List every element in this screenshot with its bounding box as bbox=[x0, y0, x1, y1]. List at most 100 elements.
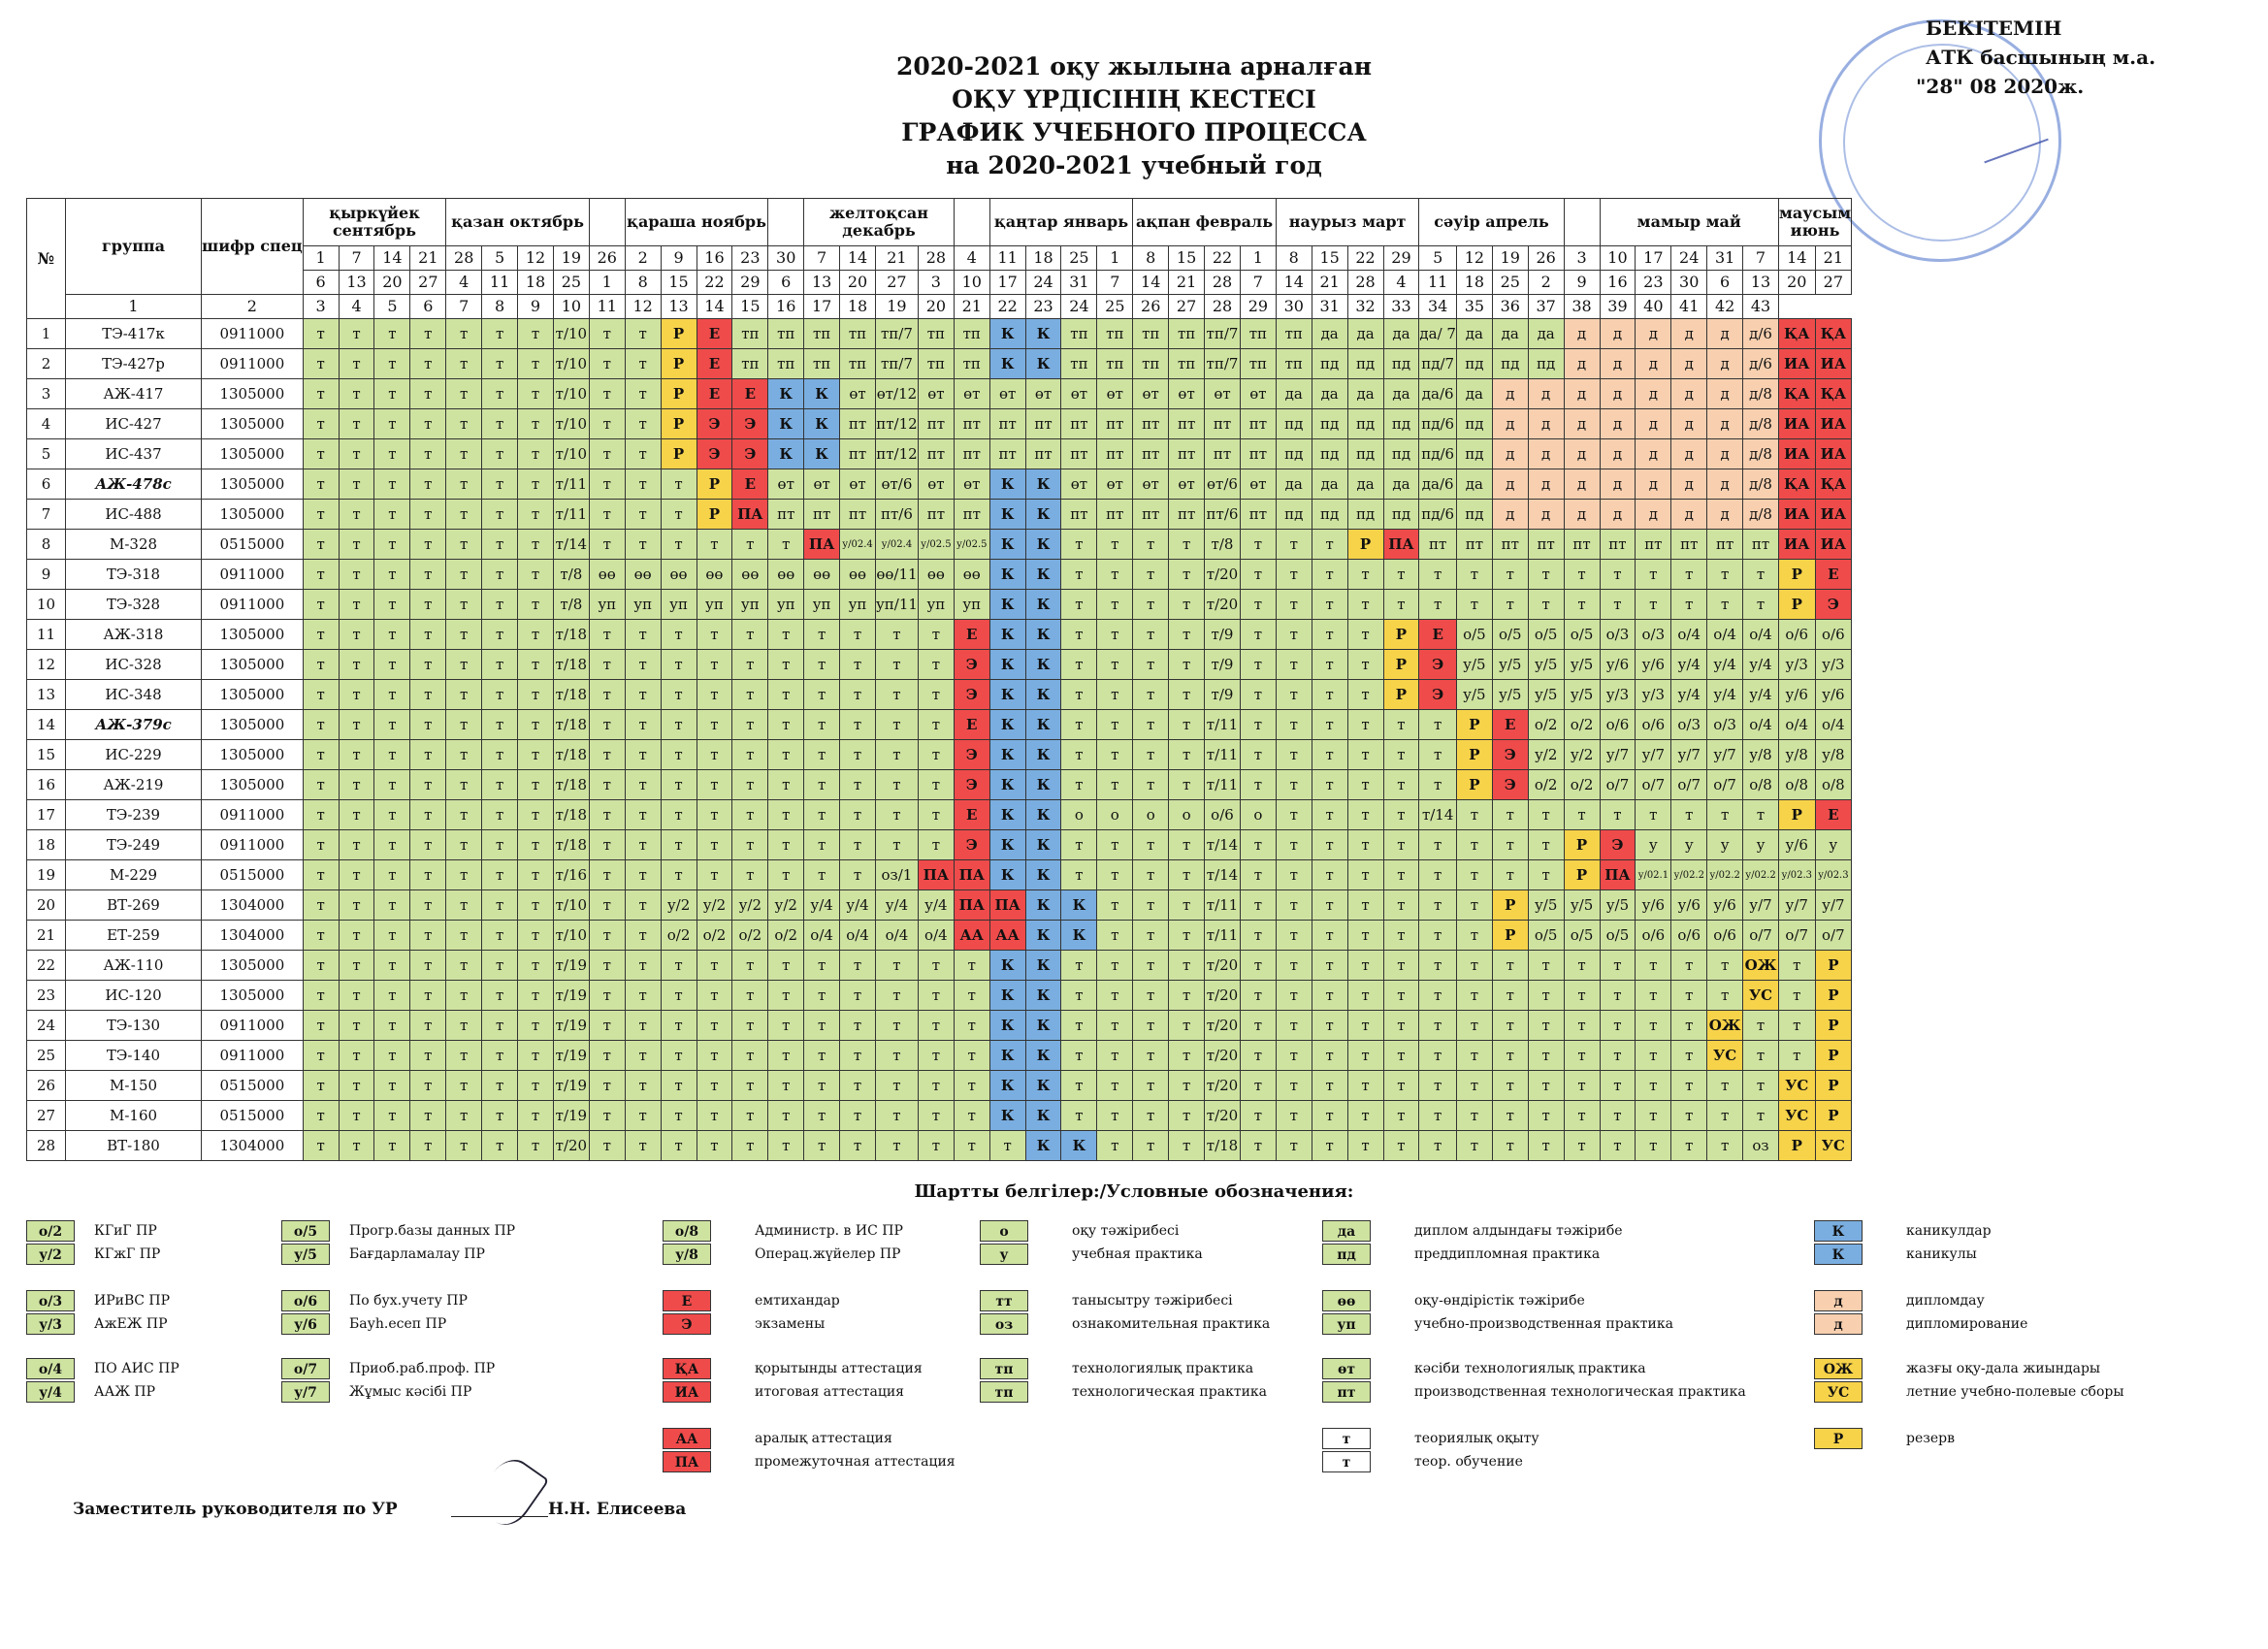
schedule-cell: Р bbox=[1777, 799, 1816, 830]
schedule-cell: т bbox=[1168, 649, 1206, 680]
schedule-cell: т bbox=[731, 1130, 769, 1161]
schedule-cell: т bbox=[302, 1100, 340, 1131]
schedule-cell: т bbox=[409, 1040, 447, 1071]
schedule-cell: Р bbox=[1814, 950, 1853, 981]
schedule-cell: т bbox=[338, 649, 375, 680]
row-code: 1305000 bbox=[201, 980, 304, 1011]
week-number: 23 bbox=[1024, 294, 1062, 319]
row-number: 3 bbox=[26, 378, 66, 409]
schedule-cell: т bbox=[803, 619, 841, 650]
schedule-cell: т bbox=[1168, 619, 1206, 650]
schedule-cell: К bbox=[803, 438, 841, 469]
schedule-cell: пт bbox=[1096, 499, 1134, 530]
schedule-cell: т bbox=[373, 559, 411, 590]
schedule-cell: т bbox=[1132, 980, 1170, 1011]
schedule-cell: өт bbox=[1239, 378, 1277, 409]
schedule-cell: К bbox=[988, 709, 1026, 740]
schedule-cell: ҚА bbox=[1777, 318, 1816, 349]
schedule-cell: т bbox=[481, 1010, 519, 1041]
schedule-cell: у/02.1 bbox=[1635, 859, 1672, 890]
schedule-cell: т bbox=[481, 679, 519, 710]
schedule-cell: у/6 bbox=[1777, 829, 1816, 860]
schedule-cell: Э bbox=[1599, 829, 1636, 860]
legend-label: оқу тәжірибесі bbox=[1072, 1223, 1180, 1239]
schedule-cell: о/2 bbox=[660, 920, 697, 951]
schedule-cell: т bbox=[1742, 799, 1779, 830]
schedule-cell: т bbox=[1132, 829, 1170, 860]
schedule-cell: т bbox=[1418, 1100, 1457, 1131]
schedule-cell: о/7 bbox=[1706, 769, 1744, 800]
schedule-cell: т bbox=[1382, 1040, 1420, 1071]
schedule-cell: т bbox=[767, 649, 805, 680]
schedule-cell: Э bbox=[1418, 649, 1457, 680]
legend-label: экзамены bbox=[755, 1316, 826, 1332]
legend-swatch: о/6 bbox=[281, 1290, 330, 1311]
schedule-cell: т bbox=[1096, 920, 1134, 951]
schedule-cell: да bbox=[1382, 378, 1420, 409]
schedule-cell: т bbox=[445, 950, 483, 981]
schedule-cell: т bbox=[1096, 559, 1134, 590]
schedule-cell: уп bbox=[588, 589, 626, 620]
schedule-cell: К bbox=[1024, 1040, 1062, 1071]
week-start-day: 12 bbox=[1455, 245, 1493, 271]
schedule-cell: д bbox=[1527, 438, 1565, 469]
schedule-cell: т bbox=[517, 1040, 554, 1071]
schedule-cell: К bbox=[988, 950, 1026, 981]
schedule-cell: т bbox=[917, 769, 955, 800]
schedule-cell: т bbox=[1382, 920, 1420, 951]
schedule-cell: т bbox=[1527, 1130, 1565, 1161]
schedule-cell: т/9 bbox=[1204, 649, 1241, 680]
schedule-cell: т/11 bbox=[552, 469, 590, 500]
schedule-cell: т bbox=[373, 889, 411, 921]
schedule-cell: т bbox=[1346, 859, 1384, 890]
schedule-cell: т bbox=[731, 529, 769, 560]
schedule-cell: Э bbox=[1418, 679, 1457, 710]
legend-title: Шартты белгілер:/Условные обозначения: bbox=[914, 1181, 1354, 1202]
schedule-cell: ҚА bbox=[1777, 378, 1816, 409]
schedule-cell: т bbox=[839, 980, 876, 1011]
schedule-cell: К bbox=[988, 318, 1026, 349]
schedule-cell: т/14 bbox=[552, 529, 590, 560]
schedule-cell: т bbox=[1168, 1010, 1206, 1041]
schedule-cell: т bbox=[696, 980, 733, 1011]
schedule-cell: т bbox=[731, 739, 769, 770]
schedule-cell: т bbox=[1777, 1010, 1816, 1041]
legend-label: учебная практика bbox=[1072, 1246, 1203, 1262]
week-number: 35 bbox=[1455, 294, 1493, 319]
schedule-cell: т bbox=[874, 1130, 919, 1161]
schedule-cell: у/7 bbox=[1599, 739, 1636, 770]
schedule-cell: т bbox=[874, 829, 919, 860]
schedule-cell: К bbox=[988, 1040, 1026, 1071]
schedule-cell: т bbox=[1239, 559, 1277, 590]
schedule-cell: о/5 bbox=[1455, 619, 1493, 650]
schedule-cell: пт bbox=[1096, 408, 1134, 439]
schedule-cell: өө bbox=[588, 559, 626, 590]
schedule-cell: пд/6 bbox=[1418, 408, 1457, 439]
schedule-cell: д bbox=[1491, 378, 1529, 409]
schedule-cell: пт bbox=[988, 408, 1026, 439]
schedule-cell: пд bbox=[1527, 348, 1565, 379]
schedule-cell: о/5 bbox=[1599, 920, 1636, 951]
schedule-cell: т bbox=[1346, 920, 1384, 951]
schedule-cell: Р bbox=[1563, 859, 1601, 890]
approval-block: БЕКІТЕМІН АТК басшының м.а. "28" 08 2020… bbox=[1916, 14, 2155, 101]
week-number: 2 bbox=[201, 294, 304, 319]
week-number: 41 bbox=[1670, 294, 1708, 319]
schedule-cell: т bbox=[302, 619, 340, 650]
schedule-cell: т bbox=[874, 679, 919, 710]
schedule-cell: өө bbox=[767, 559, 805, 590]
schedule-cell: т bbox=[517, 829, 554, 860]
schedule-cell: т bbox=[373, 1040, 411, 1071]
schedule-cell: т bbox=[731, 1010, 769, 1041]
schedule-cell: т bbox=[1168, 709, 1206, 740]
legend-swatch: о/4 bbox=[26, 1358, 75, 1379]
schedule-cell: т bbox=[917, 799, 955, 830]
schedule-cell: т bbox=[1706, 1130, 1744, 1161]
schedule-cell: т/16 bbox=[552, 859, 590, 890]
schedule-cell: т/19 bbox=[552, 1100, 590, 1131]
schedule-cell: УС bbox=[1742, 980, 1779, 1011]
schedule-cell: т bbox=[588, 408, 626, 439]
row-code: 1305000 bbox=[201, 709, 304, 740]
week-number: 37 bbox=[1527, 294, 1565, 319]
